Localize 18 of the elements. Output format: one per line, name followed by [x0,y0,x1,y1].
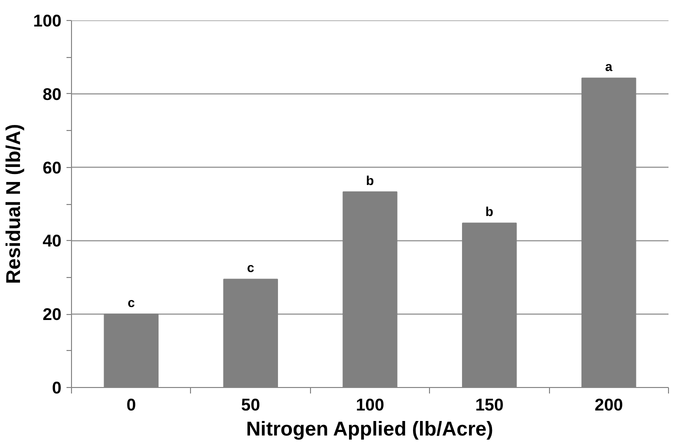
annotation: b [485,204,494,220]
x-tick-label: 200 [594,396,623,414]
x-tick-label: 150 [475,396,504,414]
annotation: b [366,172,374,188]
y-tick-label: 0 [52,378,62,398]
y-tick-label: 60 [42,158,62,178]
annotation: a [605,59,614,74]
y-tick-label: 20 [42,305,62,324]
x-axis-title: Nitrogen Applied (lb/Acre) [246,418,494,440]
x-tick-label: 50 [241,396,260,414]
y-axis-title: Residual N (lb/A) [3,124,26,284]
annotation: c [128,295,135,310]
x-tick-label: 100 [356,396,384,414]
x-tick-label: 0 [126,396,136,414]
annotation: c [246,260,254,276]
y-tick-label: 80 [42,84,62,104]
y-tick-label: 40 [42,232,62,251]
y-tick-label: 100 [33,12,62,30]
